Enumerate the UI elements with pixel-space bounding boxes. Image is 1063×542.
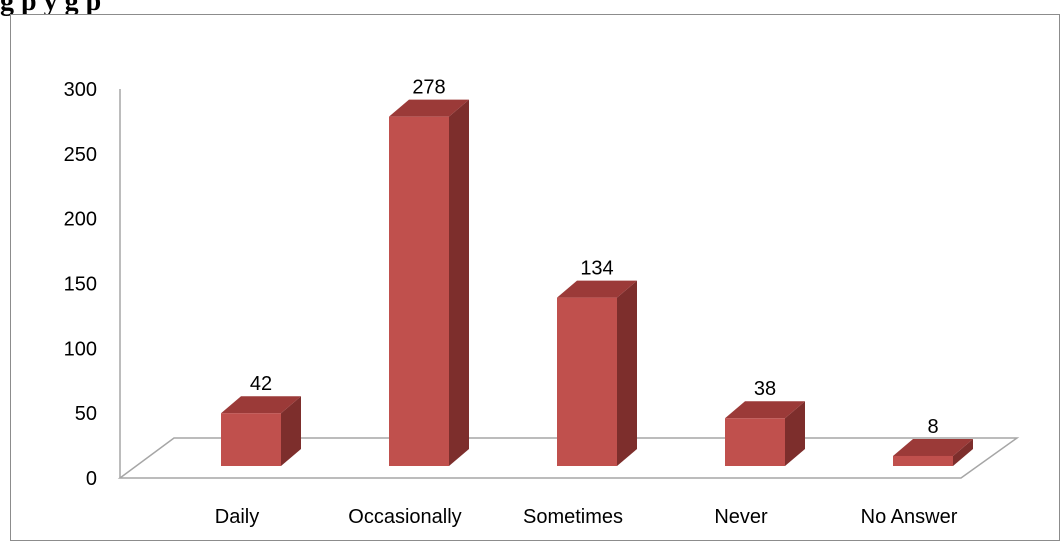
chart-frame: 0 50 100 150 200 250 300 42 278 134 38 8 Daily Occa…: [10, 14, 1060, 541]
data-label: 8: [927, 416, 938, 438]
figure-caption-fragment: g p y g p: [0, 0, 102, 17]
bar-top-face: [221, 396, 301, 414]
category-label: Occasionally: [348, 506, 461, 528]
data-label: 134: [580, 258, 613, 280]
bar: [389, 99, 469, 466]
category-label: Sometimes: [523, 506, 623, 528]
bar-side-face: [617, 280, 637, 466]
bar-top-face: [725, 401, 805, 419]
bar: [893, 438, 973, 466]
bar-top-face: [389, 99, 469, 117]
bar-top-face: [557, 280, 637, 298]
y-tick-label: 300: [64, 79, 97, 101]
bar-front-face: [725, 418, 785, 466]
y-tick-label: 50: [75, 403, 97, 425]
y-tick-label: 150: [64, 274, 97, 296]
data-label: 38: [754, 378, 776, 400]
y-axis-ticks: 0 50 100 150 200 250 300: [64, 79, 97, 490]
bars: [221, 99, 973, 466]
bar: [557, 280, 637, 466]
bar-top-face: [893, 438, 973, 456]
bar-side-face: [449, 99, 469, 466]
y-tick-label: 250: [64, 144, 97, 166]
bar-front-face: [221, 413, 281, 466]
bar: [725, 401, 805, 466]
bar: [221, 396, 301, 466]
data-label: 278: [412, 77, 445, 99]
category-label: No Answer: [861, 506, 958, 528]
bar-side-face: [281, 396, 301, 466]
data-labels: 42 278 134 38 8: [250, 77, 939, 438]
x-axis-categories: Daily Occasionally Sometimes Never No Answer: [215, 506, 958, 528]
bar-side-face: [785, 401, 805, 466]
y-tick-label: 200: [64, 209, 97, 231]
data-label: 42: [250, 373, 272, 395]
category-label: Daily: [215, 506, 259, 528]
bar-side-face: [953, 438, 973, 466]
category-label: Never: [714, 506, 768, 528]
y-tick-label: 100: [64, 338, 97, 360]
bar-front-face: [389, 116, 449, 466]
bar-front-face: [557, 297, 617, 466]
y-tick-label: 0: [86, 468, 97, 490]
bar-chart: 0 50 100 150 200 250 300 42 278 134 38 8 Daily Occa…: [64, 77, 1020, 528]
bar-front-face: [893, 455, 953, 466]
